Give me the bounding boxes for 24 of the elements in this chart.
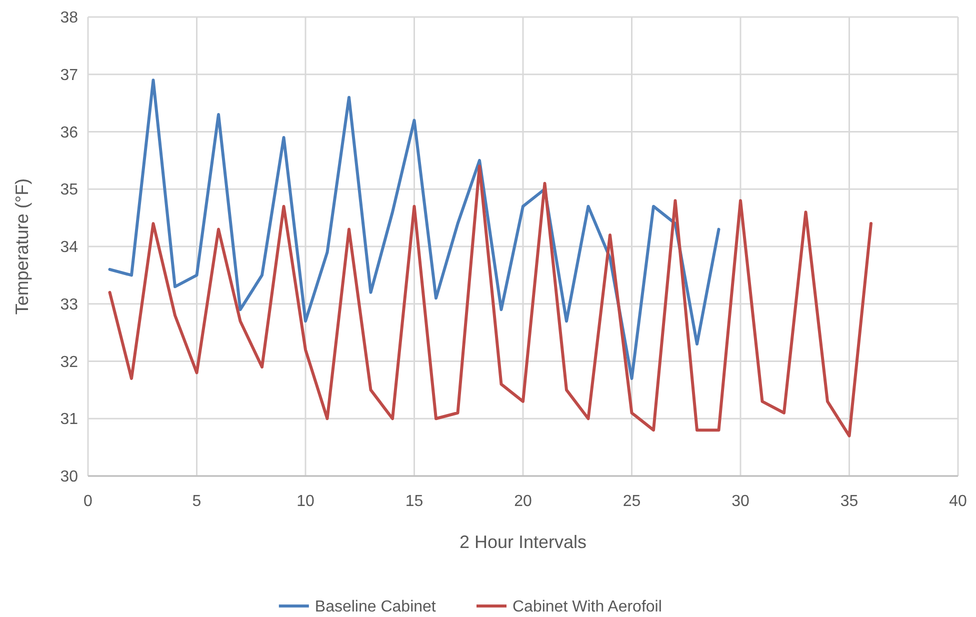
y-tick-label: 35 bbox=[60, 182, 78, 199]
y-tick-label: 31 bbox=[60, 411, 78, 428]
y-tick-label: 36 bbox=[60, 124, 78, 142]
y-tick-label: 37 bbox=[60, 66, 78, 84]
x-axis-title: 2 Hour Intervals bbox=[459, 532, 587, 552]
x-tick-label: 30 bbox=[732, 493, 750, 510]
x-tick-label: 0 bbox=[84, 493, 93, 510]
y-axis-title: Temperature (°F) bbox=[12, 178, 32, 315]
x-tick-label: 40 bbox=[949, 493, 967, 510]
x-tick-label: 5 bbox=[192, 493, 202, 510]
x-tick-label: 20 bbox=[514, 493, 532, 510]
y-tick-label: 30 bbox=[60, 468, 78, 486]
y-tick-label: 38 bbox=[60, 10, 78, 27]
legend-label: Baseline Cabinet bbox=[314, 598, 436, 616]
x-tick-label: 25 bbox=[622, 493, 641, 510]
legend-label: Cabinet With Aerofoil bbox=[512, 598, 662, 616]
y-tick-label: 33 bbox=[60, 296, 78, 314]
x-tick-label: 15 bbox=[405, 493, 424, 510]
x-tick-label: 35 bbox=[840, 493, 858, 510]
y-tick-label: 32 bbox=[60, 354, 78, 371]
x-tick-label: 10 bbox=[296, 493, 314, 510]
line-series bbox=[108, 78, 720, 380]
y-tick-label: 34 bbox=[60, 239, 78, 256]
line-series bbox=[108, 164, 872, 438]
